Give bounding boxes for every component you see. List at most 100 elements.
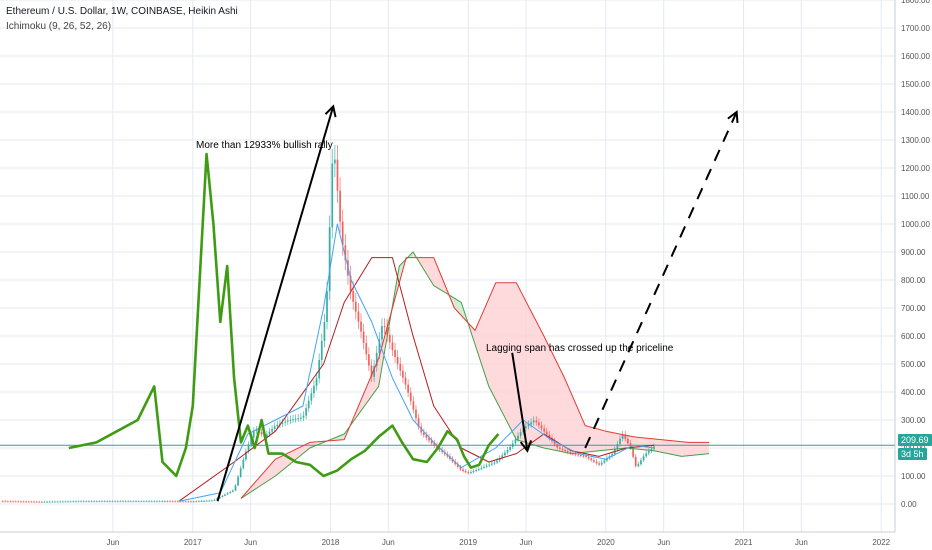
price-candle — [637, 464, 640, 467]
y-tick-label: 700.00 — [901, 304, 926, 313]
price-candle — [493, 462, 496, 464]
price-candle — [362, 331, 365, 343]
price-candle — [200, 501, 203, 503]
countdown-badge: 3d 5h — [898, 448, 927, 460]
price-candle — [365, 342, 368, 355]
annotation-arrowhead — [324, 104, 337, 118]
x-tick-label: 2019 — [459, 538, 477, 547]
price-candle — [430, 440, 433, 444]
price-candle — [438, 447, 441, 450]
price-candle — [132, 501, 135, 503]
price-candle — [383, 326, 386, 328]
price-candle — [255, 429, 258, 431]
price-candle — [600, 462, 603, 465]
price-candle — [585, 456, 587, 458]
price-candle — [88, 501, 90, 503]
price-candle — [632, 447, 635, 457]
price-candle — [1, 501, 4, 503]
price-candle — [286, 420, 289, 422]
price-candle — [399, 363, 402, 371]
price-candle — [299, 417, 302, 419]
price-candle — [475, 469, 478, 472]
price-candle — [247, 444, 250, 452]
price-candle — [61, 501, 64, 503]
price-candle — [373, 366, 376, 377]
price-candle — [595, 461, 598, 464]
y-tick-label: 800.00 — [901, 276, 926, 285]
price-candle — [103, 501, 106, 503]
price-candle — [9, 501, 12, 503]
price-candle — [239, 468, 242, 477]
price-candle — [72, 501, 75, 503]
price-candle — [260, 432, 263, 435]
price-candle — [470, 472, 472, 474]
price-candle — [56, 501, 59, 503]
price-candle — [224, 494, 226, 496]
price-candle — [328, 227, 331, 292]
price-candle — [33, 501, 35, 503]
price-candle — [25, 501, 28, 503]
annotation-arrowhead — [727, 110, 739, 124]
price-candle — [226, 493, 229, 495]
price-candle — [420, 426, 423, 433]
annotation-arrow — [216, 106, 335, 502]
y-tick-label: 1100.00 — [901, 192, 930, 201]
x-tick-label: Jun — [106, 538, 119, 547]
price-candle — [530, 422, 532, 425]
price-candle — [490, 463, 493, 465]
price-candle — [30, 501, 33, 503]
price-candle — [122, 501, 124, 503]
price-candle — [142, 501, 145, 503]
price-candle — [166, 501, 169, 503]
price-candle — [339, 190, 341, 222]
price-candle — [135, 501, 137, 503]
price-candle — [341, 221, 344, 246]
price-candle — [174, 501, 177, 503]
price-candle — [396, 356, 399, 364]
ichimoku-cloud — [466, 282, 710, 457]
price-candle — [276, 424, 279, 427]
ichimoku-cloud — [349, 316, 391, 428]
price-candle — [619, 438, 621, 445]
price-candle — [454, 461, 457, 465]
annotation-lagging-text: Lagging span has crossed up the pricelin… — [486, 343, 674, 354]
price-candle — [237, 476, 239, 486]
price-candle — [187, 501, 190, 503]
price-candle — [176, 501, 179, 503]
y-tick-label: 1800.00 — [901, 0, 930, 5]
price-candle — [483, 466, 485, 468]
price-candle — [514, 439, 517, 444]
price-candle — [98, 501, 101, 503]
price-candle — [234, 485, 237, 491]
price-candle — [459, 466, 462, 470]
price-candle — [20, 501, 22, 503]
price-candle — [54, 501, 56, 503]
price-candle — [268, 431, 271, 435]
price-candle — [48, 501, 51, 503]
price-candle — [74, 501, 77, 503]
price-candle — [153, 501, 156, 503]
y-tick-label: 900.00 — [901, 248, 926, 257]
price-candle — [137, 501, 140, 503]
price-candle — [574, 453, 577, 455]
price-candle — [69, 501, 72, 503]
x-tick-label: 2022 — [872, 538, 890, 547]
price-candle — [17, 501, 20, 503]
x-tick-label: 2017 — [184, 538, 202, 547]
price-candle — [606, 458, 608, 461]
price-candle — [51, 501, 54, 503]
price-candle — [509, 447, 512, 450]
price-candle — [496, 460, 498, 463]
indicator-label[interactable]: Ichimoku (9, 26, 52, 26) — [6, 21, 112, 32]
price-candle — [77, 501, 80, 503]
annotation-rally-text: More than 12933% bullish rally — [196, 140, 333, 151]
price-candle — [441, 449, 444, 453]
price-candle — [629, 443, 632, 448]
price-candle — [289, 419, 292, 421]
price-candle — [169, 501, 171, 503]
price-candle — [540, 425, 543, 429]
price-candle — [524, 426, 527, 429]
price-candle — [4, 501, 7, 503]
price-candle — [548, 434, 551, 438]
